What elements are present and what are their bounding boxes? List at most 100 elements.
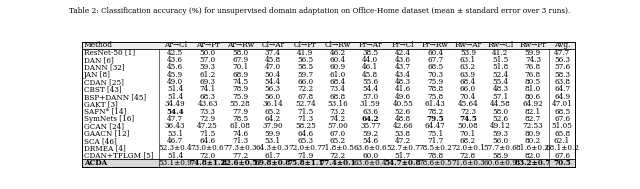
Text: 50.4: 50.4	[265, 71, 281, 79]
Bar	[83, 49, 575, 56]
Text: 46.1: 46.1	[362, 63, 378, 71]
Text: 75.8: 75.8	[428, 93, 444, 101]
Text: 56.5: 56.5	[297, 56, 314, 64]
Text: 74.6: 74.6	[232, 130, 248, 138]
Text: 65.3: 65.3	[297, 137, 313, 145]
Text: 63.6: 63.6	[362, 108, 378, 115]
Text: 36.14: 36.14	[262, 100, 283, 108]
Text: 78.2: 78.2	[428, 108, 444, 115]
Text: 51.8: 51.8	[492, 63, 509, 71]
Text: 58.5: 58.5	[297, 63, 314, 71]
Text: 76.8: 76.8	[525, 71, 541, 79]
Text: 63.8: 63.8	[554, 78, 570, 86]
Text: 83.2±0.7: 83.2±0.7	[515, 159, 551, 167]
Text: 66.0: 66.0	[460, 85, 476, 93]
Text: 56.3: 56.3	[265, 85, 281, 93]
Bar	[83, 101, 575, 108]
Text: 80.2: 80.2	[525, 137, 541, 145]
Text: 71.8±0.5: 71.8±0.5	[321, 144, 355, 152]
Text: 53.9: 53.9	[460, 49, 476, 57]
Text: 78.6±0.5: 78.6±0.5	[419, 159, 452, 167]
Text: JAN [8]: JAN [8]	[84, 71, 111, 79]
Text: 67.8: 67.8	[297, 93, 314, 101]
Text: 64.47: 64.47	[425, 122, 445, 130]
Text: 59.9: 59.9	[525, 49, 541, 57]
Text: Rw→Cl: Rw→Cl	[487, 41, 513, 49]
Text: Cl→Pr: Cl→Pr	[294, 41, 317, 49]
Bar	[83, 64, 575, 71]
Bar	[83, 71, 575, 78]
Text: 61.08: 61.08	[230, 122, 251, 130]
Text: 68.4: 68.4	[460, 78, 476, 86]
Text: 54.6: 54.6	[362, 137, 378, 145]
Text: 68.3: 68.3	[200, 93, 216, 101]
Text: 57.1: 57.1	[492, 93, 509, 101]
Text: 64.7: 64.7	[554, 85, 570, 93]
Text: 77.9: 77.9	[232, 108, 248, 115]
Bar	[83, 130, 575, 137]
Text: 54.4: 54.4	[166, 108, 184, 115]
Text: SymNets [16]: SymNets [16]	[84, 115, 134, 123]
Text: 53.1: 53.1	[265, 137, 281, 145]
Text: Rw→Pr: Rw→Pr	[520, 41, 547, 49]
Text: 31.59: 31.59	[360, 100, 381, 108]
Text: 63.6±0.4: 63.6±0.4	[353, 159, 387, 167]
Text: 80.5: 80.5	[525, 78, 541, 86]
Text: 72.0±0.1: 72.0±0.1	[451, 144, 485, 152]
Text: 68.4: 68.4	[330, 78, 346, 86]
Text: 37.4: 37.4	[265, 49, 281, 57]
Text: ResNet-50 [1]: ResNet-50 [1]	[84, 49, 135, 57]
Text: 52.6: 52.6	[492, 115, 508, 123]
Text: 72.3: 72.3	[460, 108, 476, 115]
Text: 59.3: 59.3	[492, 130, 508, 138]
Text: 51.4: 51.4	[167, 93, 183, 101]
Bar	[83, 159, 575, 167]
Text: GCAN [24]: GCAN [24]	[84, 122, 124, 130]
Text: 67.0: 67.0	[330, 130, 346, 138]
Text: 71.3: 71.3	[232, 137, 248, 145]
Text: Pr→Ar: Pr→Ar	[358, 41, 382, 49]
Text: 73.4: 73.4	[330, 85, 346, 93]
Text: 41.6: 41.6	[395, 85, 411, 93]
Text: 72.8: 72.8	[460, 152, 476, 160]
Text: 47.0: 47.0	[265, 63, 281, 71]
Text: 51.4: 51.4	[167, 152, 183, 160]
Text: 71.6±0.3: 71.6±0.3	[451, 159, 484, 167]
Text: 64.6: 64.6	[200, 137, 216, 145]
Text: 52.7±0.7: 52.7±0.7	[386, 144, 420, 152]
Text: 61.43: 61.43	[425, 100, 445, 108]
Text: 72.0±0.7: 72.0±0.7	[289, 144, 322, 152]
Text: 75.1: 75.1	[428, 130, 444, 138]
Text: Cl→Rw: Cl→Rw	[324, 41, 351, 49]
Text: 59.2: 59.2	[362, 130, 378, 138]
Text: 63.6±0.6: 63.6±0.6	[353, 144, 387, 152]
Text: 77.3±0.3: 77.3±0.3	[223, 144, 257, 152]
Bar	[83, 137, 575, 145]
Text: 73.3: 73.3	[200, 108, 216, 115]
Text: 82.1: 82.1	[525, 108, 541, 115]
Text: 49.12: 49.12	[490, 122, 511, 130]
Text: 68.5: 68.5	[554, 108, 570, 115]
Text: CDAN [25]: CDAN [25]	[84, 78, 124, 86]
Text: 63.2: 63.2	[460, 63, 476, 71]
Text: 78.8: 78.8	[428, 152, 444, 160]
Text: CBST [43]: CBST [43]	[84, 85, 122, 93]
Text: GAKT [3]: GAKT [3]	[84, 100, 118, 108]
Text: 64.3±0.3: 64.3±0.3	[256, 144, 289, 152]
Text: 35.77: 35.77	[360, 122, 381, 130]
Text: 60.6±0.9: 60.6±0.9	[484, 159, 517, 167]
Text: 49.0: 49.0	[167, 78, 183, 86]
Text: DAN [6]: DAN [6]	[84, 56, 114, 64]
Text: SCA [46]: SCA [46]	[84, 137, 116, 145]
Text: 51.05: 51.05	[552, 122, 573, 130]
Text: 45.9: 45.9	[167, 71, 183, 79]
Text: 80.9: 80.9	[525, 130, 541, 138]
Text: 64.92: 64.92	[522, 100, 543, 108]
Text: 77.2: 77.2	[232, 152, 248, 160]
Text: 74.8±1.2: 74.8±1.2	[189, 159, 226, 167]
Bar	[83, 78, 575, 86]
Text: 59.9: 59.9	[265, 130, 281, 138]
Text: 63.1: 63.1	[460, 56, 476, 64]
Text: 34.49: 34.49	[165, 100, 186, 108]
Bar	[83, 42, 575, 49]
